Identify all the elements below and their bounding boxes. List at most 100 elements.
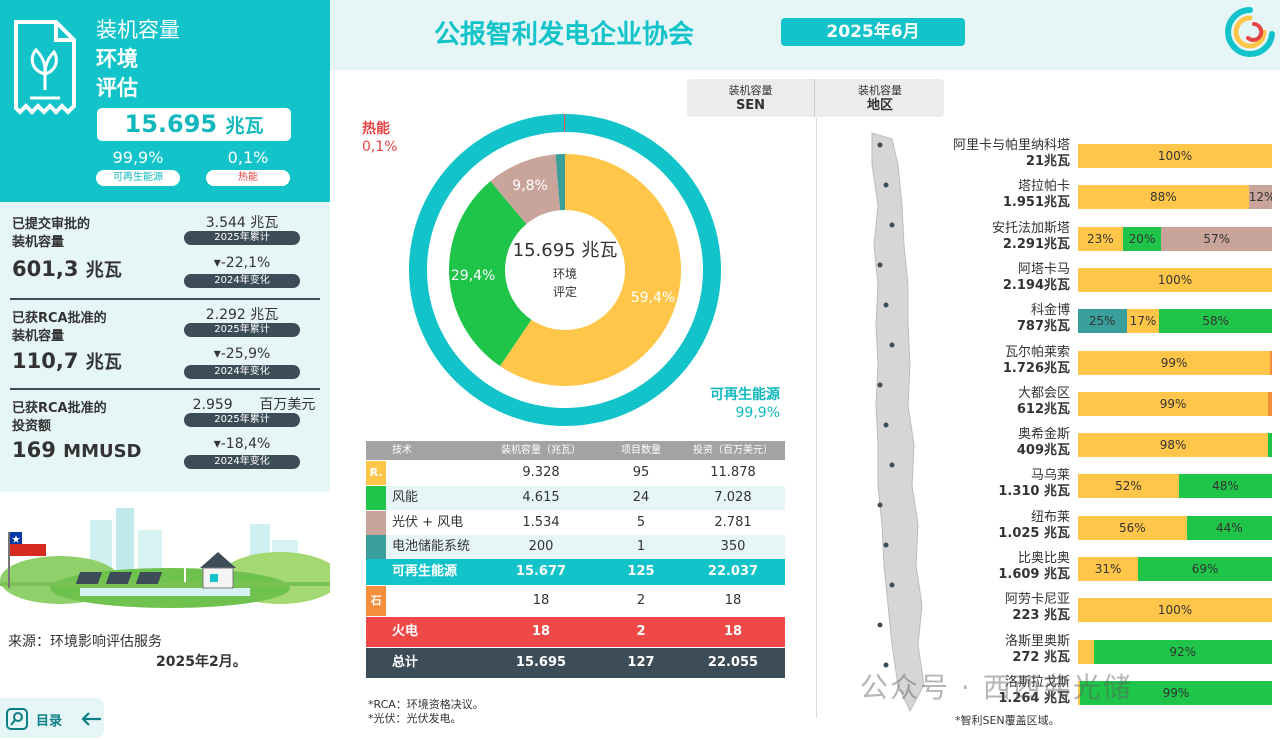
region-name: 阿塔卡马 bbox=[1017, 261, 1070, 277]
region-share-segment: 88% bbox=[1078, 185, 1249, 210]
region-share-bar: 23% 20% 57% bbox=[1078, 226, 1272, 251]
chile-map bbox=[871, 132, 925, 713]
region-name: 马乌莱 bbox=[1030, 468, 1070, 484]
region-row: 安托法加斯塔 2.291兆瓦 23% 20% 57% bbox=[930, 221, 1272, 261]
renewable-callout-name: 可再生能源 bbox=[710, 387, 780, 403]
region-row: 纽布莱 1.025 兆瓦 56% 44% bbox=[930, 510, 1272, 550]
region-marker bbox=[877, 622, 883, 628]
region-capacity: 272 兆瓦 bbox=[1012, 649, 1070, 665]
region-row: 洛斯里奥斯 272 兆瓦 92% bbox=[930, 634, 1272, 674]
region-capacity: 2.291兆瓦 bbox=[1002, 236, 1070, 252]
notes: *RCA：环境资格决议。 *光伏：光伏发电。 bbox=[368, 698, 484, 726]
region-name: 阿里卡与帕里纳科塔 bbox=[952, 138, 1070, 153]
note-pv: *光伏：光伏发电。 bbox=[368, 712, 462, 725]
stat-big-value: 110,7 兆瓦 bbox=[12, 349, 122, 373]
region-share-segment: 20% bbox=[1122, 226, 1162, 251]
region-share-segment: 48% bbox=[1178, 474, 1272, 499]
table-cell: 15.677 bbox=[515, 564, 567, 579]
region-share-segment bbox=[1270, 350, 1272, 375]
region-row: 阿劳卡尼亚 223 兆瓦 100% bbox=[930, 592, 1272, 632]
stat-submitted: 已提交审批的 装机容量 601,3 兆瓦 3.544 兆瓦 2025年累计 ▾-… bbox=[0, 202, 330, 292]
stat-tag-change: 2024年变化 bbox=[184, 455, 300, 469]
table-cell: 127 bbox=[627, 655, 655, 670]
region-row: 马乌莱 1.310 兆瓦 52% 48% bbox=[930, 468, 1272, 508]
page-title: 公报智利发电企业协会 bbox=[434, 20, 695, 50]
renewable-callout: 可再生能源 99,9% bbox=[690, 386, 780, 422]
region-share-segment bbox=[1078, 639, 1094, 664]
data-source: 来源：环境影响评估服务 2025年2月。 bbox=[8, 632, 247, 672]
sidebar-summary: 装机容量 环境 评估 15.695 兆瓦 99,9% 0,1% 可再生能源 热能 bbox=[0, 0, 330, 202]
region-marker bbox=[889, 342, 895, 348]
source-line2: 2025年2月。 bbox=[156, 654, 247, 670]
table-cell: 18 bbox=[724, 593, 742, 608]
table-header-cell: 装机容量（兆瓦） bbox=[501, 445, 581, 456]
region-capacity: 1.264 兆瓦 bbox=[998, 690, 1070, 706]
region-share-segment bbox=[1268, 391, 1272, 416]
region-name: 阿劳卡尼亚 bbox=[1004, 592, 1070, 608]
region-share-segment bbox=[1078, 680, 1080, 705]
region-capacity: 1.310 兆瓦 bbox=[998, 484, 1070, 500]
toc-label: 目录 bbox=[36, 713, 63, 729]
stat-divider bbox=[10, 388, 320, 390]
table-cell: 200 bbox=[528, 539, 554, 554]
region-row: 瓦尔帕莱索 1.726兆瓦 99% bbox=[930, 345, 1272, 385]
region-share-segment: 58% bbox=[1159, 309, 1272, 334]
inner-slice-2 bbox=[490, 154, 561, 225]
total-capacity-value: 15.695 bbox=[124, 110, 218, 138]
region-capacity: 21兆瓦 bbox=[1025, 154, 1070, 169]
region-row: 阿塔卡马 2.194兆瓦 100% bbox=[930, 262, 1272, 302]
stat-tag-cumulative: 2025年累计 bbox=[184, 231, 300, 245]
table-row: 电池储能系统 200 1 350 bbox=[366, 535, 785, 559]
table-cell: 95 bbox=[632, 465, 650, 480]
watermark: 公众号 · 西西弗光储 bbox=[860, 671, 1133, 704]
region-row: 阿里卡与帕里纳科塔 21兆瓦 100% bbox=[930, 138, 1272, 178]
donut-center-sub1: 环境 bbox=[553, 266, 577, 281]
stat-cumulative: 2.959 百万美元 bbox=[192, 397, 316, 413]
panel-divider bbox=[816, 118, 817, 718]
table-cell: 2 bbox=[636, 624, 646, 639]
table-cell: 18 bbox=[723, 624, 743, 639]
table-cell: 2.781 bbox=[714, 515, 752, 530]
region-share-segment: 98% bbox=[1078, 433, 1269, 458]
toc-button[interactable]: 目录 bbox=[0, 698, 104, 738]
region-name: 科金博 bbox=[1030, 303, 1070, 319]
table-cell: 350 bbox=[720, 539, 746, 554]
outer-slice-1 bbox=[564, 114, 565, 133]
table-cell: 11.878 bbox=[710, 465, 756, 480]
region-marker bbox=[877, 382, 883, 388]
region-row: 洛斯拉戈斯 1.264 兆瓦 99% bbox=[930, 675, 1272, 715]
region-capacity: 787兆瓦 bbox=[1016, 319, 1070, 335]
region-share-bar: 99% bbox=[1078, 391, 1272, 416]
table-cell: 可再生能源 bbox=[392, 564, 458, 579]
table-cell: 24 bbox=[632, 490, 650, 505]
table-cell: 15.695 bbox=[515, 655, 567, 670]
stat-approved-capacity: 已获RCA批准的 装机容量 110,7 兆瓦 2.292 兆瓦 2025年累计 … bbox=[0, 302, 330, 392]
row-swatch: 石 bbox=[366, 586, 386, 616]
region-capacity: 409兆瓦 bbox=[1016, 443, 1070, 459]
toggle-sen[interactable]: 装机容量 SEN bbox=[687, 79, 815, 117]
renewable-city-illustration bbox=[0, 501, 330, 608]
region-share-segment: 23% bbox=[1078, 226, 1123, 251]
stat-label: 已获RCA批准的 装机容量 bbox=[12, 311, 107, 344]
region-share-bar: 100% bbox=[1078, 144, 1272, 168]
region-share-segment: 44% bbox=[1186, 515, 1272, 540]
table-row: 可再生能源 15.677 125 22.037 bbox=[366, 559, 785, 585]
total-capacity-unit: 兆瓦 bbox=[225, 115, 264, 137]
region-marker bbox=[883, 662, 889, 668]
table-cell: 光伏 + 风电 bbox=[392, 515, 464, 530]
region-share-segment: 12% bbox=[1248, 185, 1272, 210]
region-name: 纽布莱 bbox=[1030, 509, 1070, 525]
region-share-segment: 56% bbox=[1078, 515, 1187, 540]
region-name: 奥希金斯 bbox=[1017, 427, 1070, 443]
toggle-sen-bottom: SEN bbox=[735, 98, 766, 113]
stat-big-value: 601,3 兆瓦 bbox=[12, 257, 122, 281]
inner-slice-1 bbox=[449, 181, 532, 367]
row-swatch: R. bbox=[366, 461, 386, 485]
table-cell: 1.534 bbox=[522, 515, 560, 530]
stat-tag-change: 2024年变化 bbox=[184, 365, 300, 379]
table-cell: 火电 bbox=[392, 624, 419, 639]
toggle-region[interactable]: 装机容量 地区 bbox=[816, 79, 944, 117]
region-name: 大都会区 bbox=[1017, 385, 1070, 401]
sidebar: 装机容量 环境 评估 15.695 兆瓦 99,9% 0,1% 可再生能源 热能… bbox=[0, 0, 330, 740]
